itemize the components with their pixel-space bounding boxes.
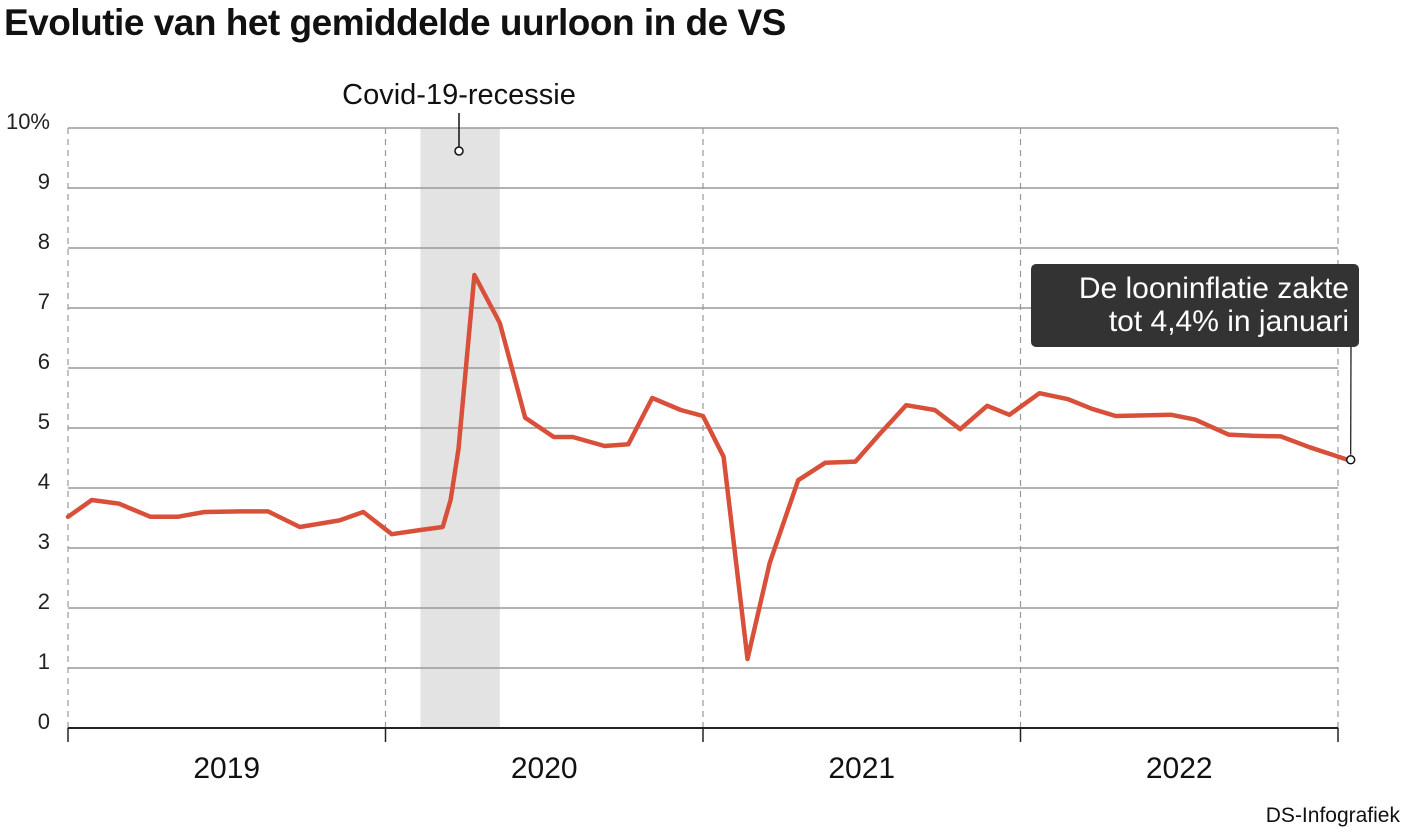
- x-year-label: 2022: [1146, 752, 1213, 785]
- recession-label: Covid-19-recessie: [342, 79, 576, 111]
- series-layer: [65, 272, 1353, 662]
- axis-layer: 0 1 2 3 4 5 6 7 8 9 10% 2019 2020 2021 2022: [6, 109, 1339, 785]
- y-tick-label: 3: [38, 529, 50, 554]
- source-credit: DS-Infografiek: [1265, 804, 1400, 827]
- callout-box: [1031, 264, 1359, 347]
- y-tick-label: 7: [38, 289, 50, 314]
- callout-text: tot 4,4% in januari: [1109, 305, 1349, 338]
- y-tick-label: 4: [38, 469, 50, 494]
- y-tick-label: 0: [38, 709, 50, 734]
- recession-pointer-dot: [454, 146, 464, 156]
- y-tick-label: 8: [38, 229, 50, 254]
- x-year-label: 2021: [828, 752, 895, 785]
- callout-point: [1345, 455, 1356, 465]
- x-year-label: 2020: [511, 752, 578, 785]
- y-tick-label: 1: [38, 649, 50, 674]
- annotation-layer: Covid-19-recessie De looninflatie zakteto…: [342, 79, 1359, 465]
- x-year-label: 2019: [193, 752, 260, 785]
- y-tick-label: 5: [38, 409, 50, 434]
- callout-text: De looninflatie zakte: [1079, 272, 1349, 305]
- chart-title: Evolutie van het gemiddelde uurloon in d…: [4, 2, 786, 43]
- wage-growth-line: [65, 272, 1353, 662]
- y-tick-label: 6: [38, 349, 50, 374]
- y-tick-label: 2: [38, 589, 50, 614]
- grid-layer: [67, 127, 1339, 728]
- y-tick-label: 9: [38, 169, 50, 194]
- y-tick-label: 10%: [6, 109, 50, 134]
